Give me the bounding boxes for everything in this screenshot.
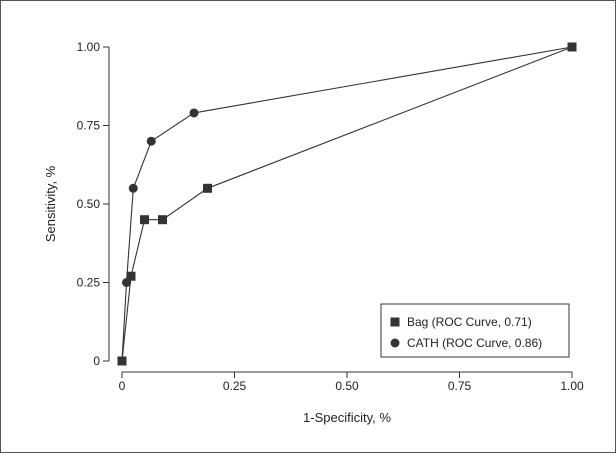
legend: Bag (ROC Curve, 0.71) CATH (ROC Curve, 0.… bbox=[380, 303, 570, 358]
series-markers-1 bbox=[117, 42, 577, 366]
y-tick-label: 0.50 bbox=[77, 197, 101, 211]
data-point bbox=[128, 183, 138, 193]
series-line bbox=[121, 46, 573, 362]
data-point bbox=[146, 136, 156, 146]
data-point bbox=[122, 278, 131, 287]
y-tick-label: 0.75 bbox=[77, 119, 101, 133]
y-tick-label: 0.25 bbox=[77, 276, 101, 290]
legend-label: Bag (ROC Curve, 0.71) bbox=[407, 315, 532, 329]
x-tick-label: 0.25 bbox=[223, 379, 247, 393]
x-tick-label: 0 bbox=[119, 379, 126, 393]
series-line bbox=[121, 46, 573, 362]
x-tick-label: 0.75 bbox=[448, 379, 472, 393]
data-point bbox=[203, 183, 212, 193]
data-point bbox=[140, 215, 149, 225]
x-tick-label: 1.00 bbox=[560, 379, 584, 393]
data-point bbox=[126, 271, 136, 281]
axes: 0 0.25 0.50 0.75 1.00 0 0.25 0.50 0.75 1.00 bbox=[77, 40, 584, 393]
data-point bbox=[117, 356, 127, 366]
x-axis-title: 1-Specificity, % bbox=[303, 410, 391, 425]
circle-marker-icon bbox=[390, 338, 400, 348]
y-tick-label: 0 bbox=[93, 354, 100, 368]
series-0 bbox=[121, 46, 573, 362]
data-point bbox=[567, 42, 577, 52]
x-tick-label: 0.50 bbox=[335, 379, 359, 393]
y-tick-label: 1.00 bbox=[77, 40, 101, 54]
legend-box bbox=[380, 303, 570, 358]
data-point bbox=[158, 215, 167, 225]
y-axis-title: Sensitivity, % bbox=[43, 165, 58, 242]
data-point bbox=[189, 108, 199, 118]
series-1 bbox=[121, 46, 573, 362]
legend-label: CATH (ROC Curve, 0.86) bbox=[407, 336, 542, 350]
square-marker-icon bbox=[390, 317, 400, 327]
series-layer bbox=[117, 42, 577, 366]
